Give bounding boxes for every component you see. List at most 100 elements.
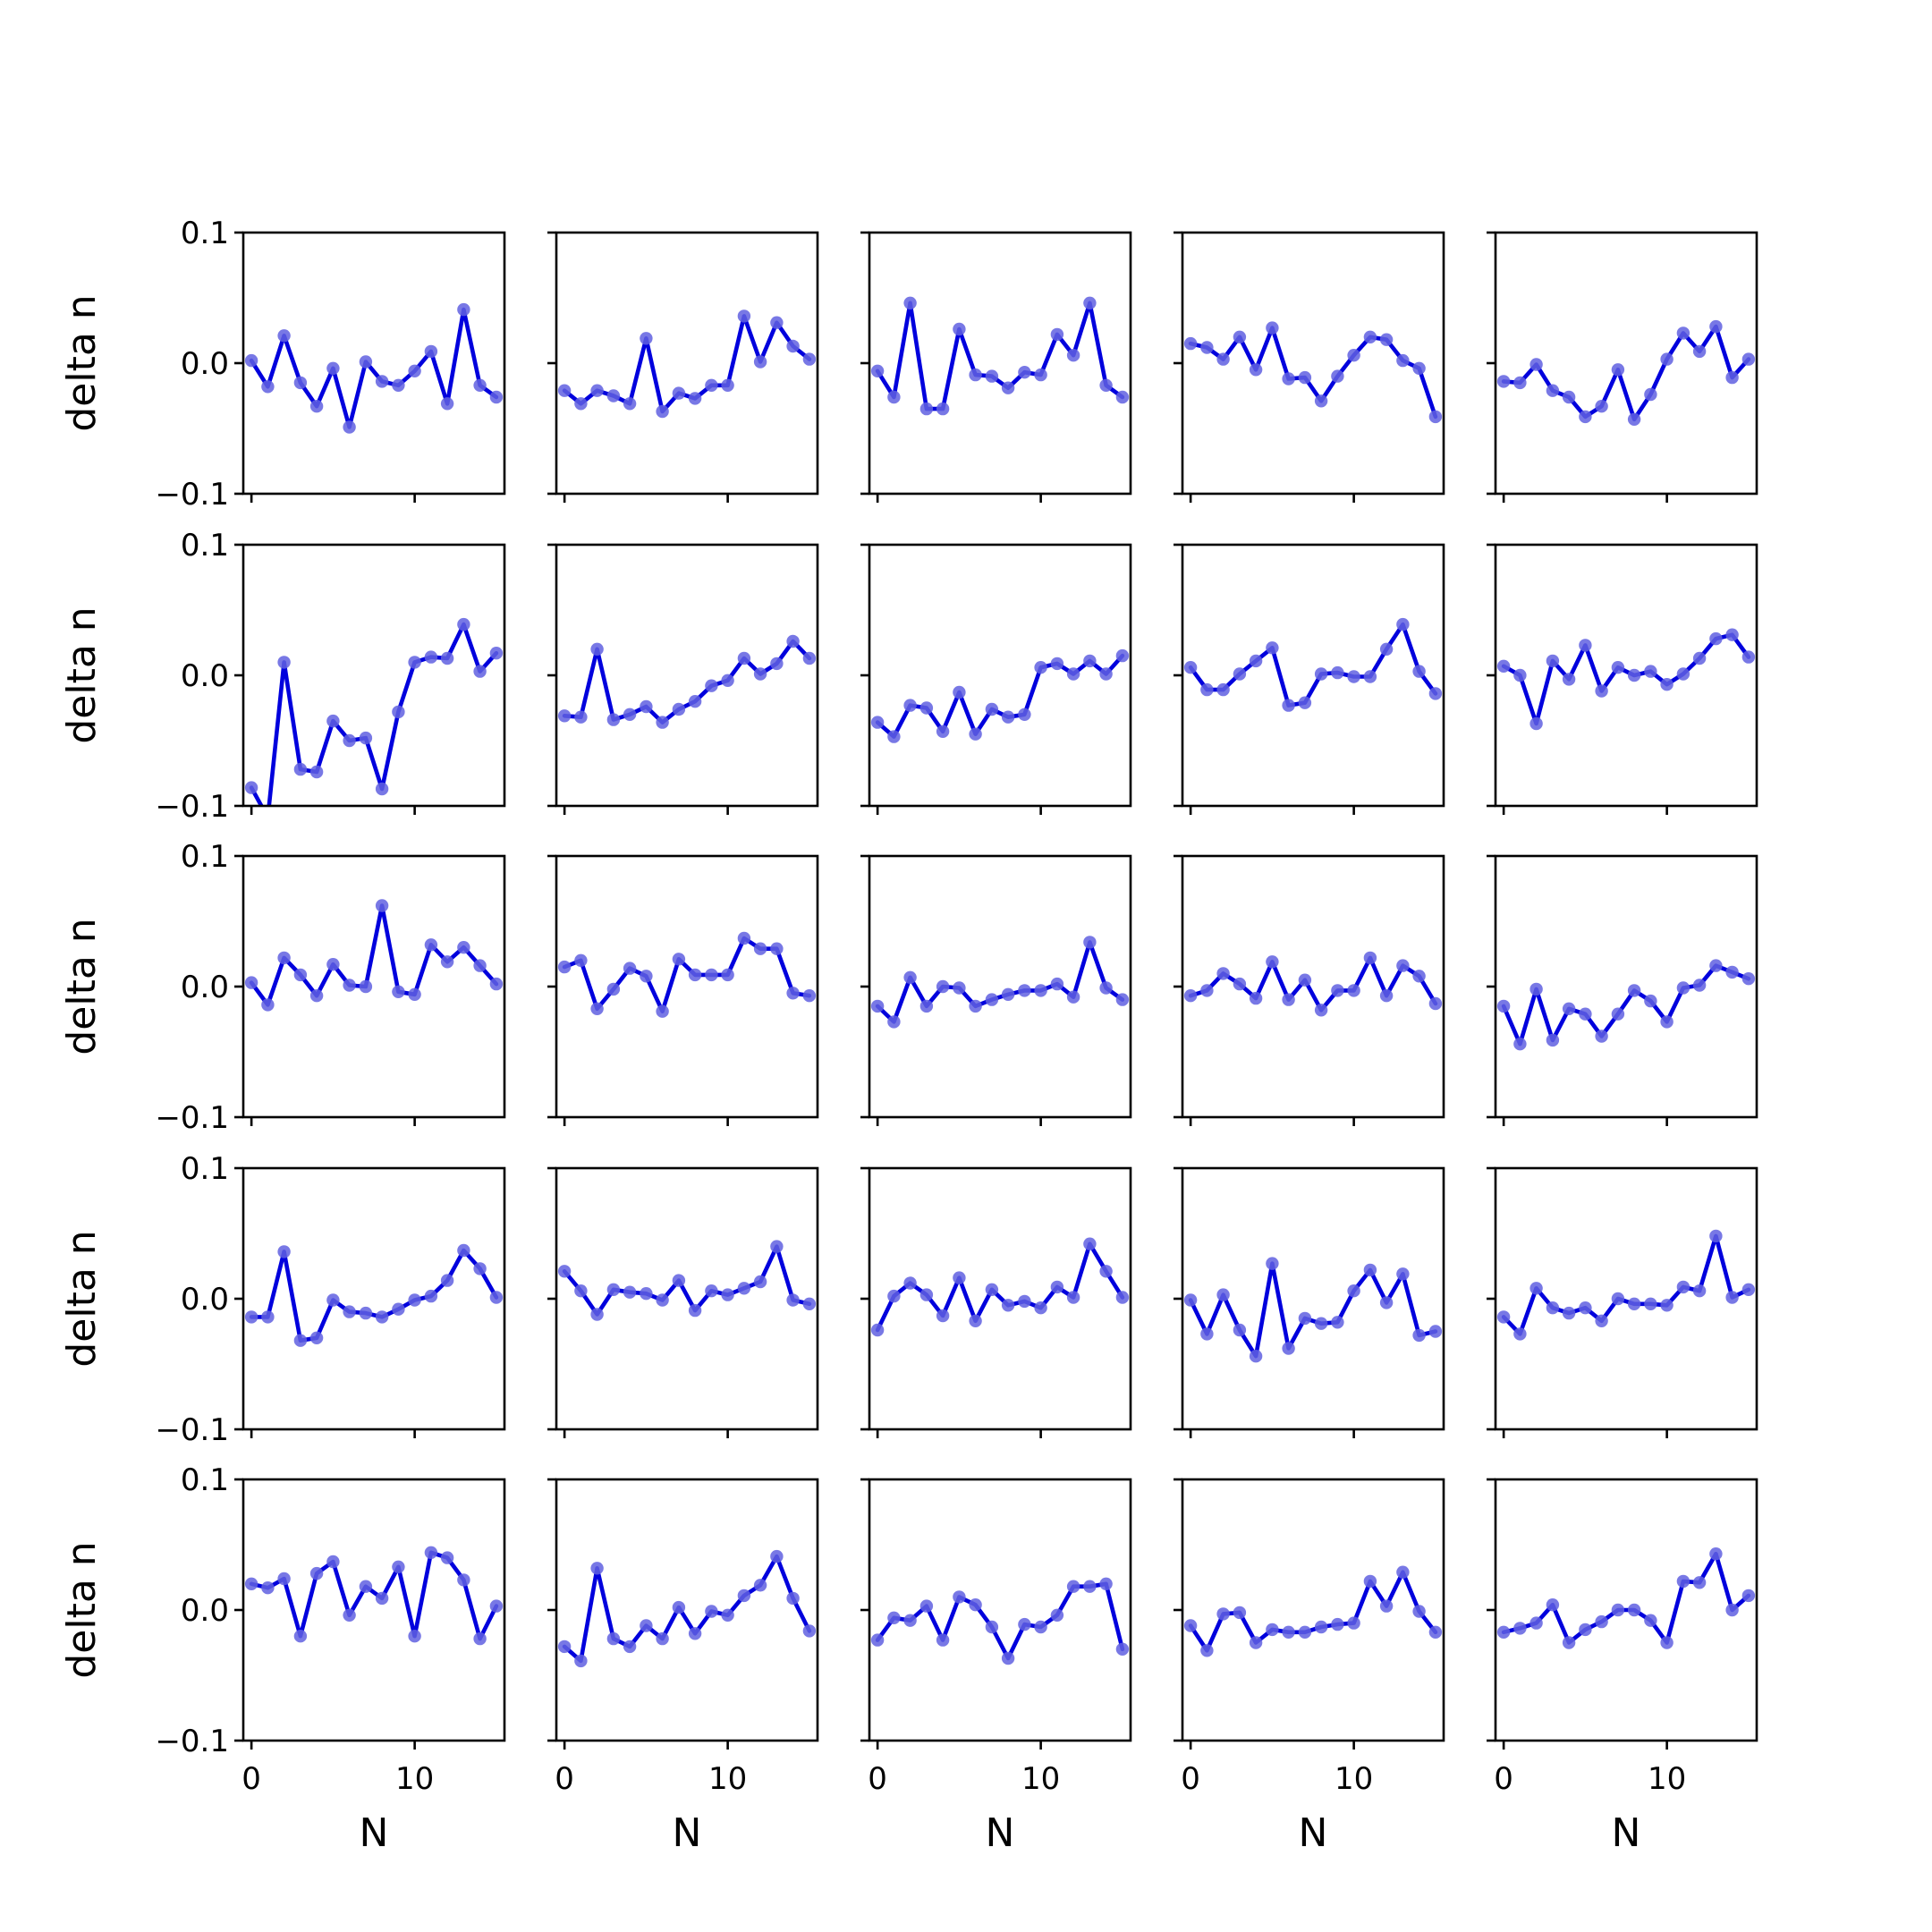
data-point [737,1282,751,1295]
series-group [870,296,1130,416]
subplot-r3-c1 [547,1166,819,1438]
data-point [1216,682,1230,697]
data-point [770,316,784,329]
data-point [721,1608,734,1623]
series-line [249,903,499,1007]
series-group [1496,1547,1756,1649]
data-point [473,378,487,392]
series-group [870,1237,1130,1337]
data-point [489,1291,504,1304]
data-point [1692,979,1707,992]
data-point [1412,361,1426,375]
data-point [870,364,885,377]
data-point [1001,987,1015,1002]
y-tick-label: 0.0 [181,1282,229,1318]
series-group [1183,1257,1443,1363]
data-point [1562,1002,1576,1016]
data-point [1216,352,1230,366]
data-point [1083,1237,1097,1250]
data-point [489,977,504,991]
data-point [1115,648,1130,663]
data-point [424,938,438,952]
series-group [1496,959,1756,1051]
data-point [1066,349,1080,362]
data-point [1066,1291,1080,1304]
data-point [1660,352,1674,366]
data-point [887,390,901,404]
subplot-r1-c3 [1174,543,1445,815]
data-point [1099,667,1113,681]
data-point [1298,370,1312,385]
data-point [375,375,389,388]
data-point [261,1310,275,1324]
data-point [1627,1297,1641,1311]
x-axis-label: N [986,1810,1015,1856]
data-point [424,1546,438,1560]
data-point [1099,378,1113,392]
data-point [392,1302,405,1316]
data-point [802,651,817,665]
data-point [359,979,373,994]
data-point [870,999,885,1013]
data-point [640,970,653,983]
data-point [359,1306,373,1320]
data-point [1314,1317,1328,1330]
data-point [1018,708,1031,721]
data-point [1562,1636,1576,1649]
data-point [1233,330,1247,343]
data-point [1496,659,1511,673]
axes-frame [1181,543,1445,808]
data-point [1428,410,1443,424]
data-point [1249,363,1263,377]
series-line [562,314,812,414]
data-point [277,1572,291,1586]
data-point [786,987,800,1000]
subplot-r0-c4 [1487,231,1758,503]
data-point [672,386,686,400]
data-point [1579,639,1592,652]
data-point [705,1284,718,1298]
subplot-r3-c2 [860,1166,1132,1438]
data-point [623,962,637,975]
data-point [623,397,637,411]
data-point [1546,1598,1560,1612]
series-group [244,1546,504,1646]
series-line [1501,632,1751,726]
data-point [1050,1280,1064,1294]
subplot-r2-c3 [1174,854,1445,1126]
data-point [753,942,767,955]
data-point [1562,390,1576,404]
data-point [375,899,389,912]
data-point [903,699,917,712]
subplot-r2-c4 [1487,854,1758,1126]
y-tick-label: −0.1 [155,789,229,825]
data-point [1611,1603,1625,1617]
series-line [562,1244,812,1317]
data-point [1266,1623,1279,1637]
data-point [870,1323,885,1337]
data-point [261,811,274,824]
y-tick-label: −0.1 [155,1412,229,1448]
data-point [473,1262,487,1275]
data-point [309,400,324,413]
series-group [1183,951,1443,1017]
data-point [688,1303,702,1318]
data-point [1216,1607,1230,1621]
axes-frame [868,1478,1132,1742]
data-point [919,701,934,715]
data-point [1725,370,1739,385]
y-axis-label: delta n [59,294,105,431]
data-point [1709,1547,1723,1561]
axes-frame [868,543,1132,808]
data-point [887,1289,901,1303]
axes-frame [1494,543,1758,808]
data-point [408,656,421,669]
y-axis-label: delta n [59,1230,105,1367]
y-tick-label: 0.0 [181,970,229,1005]
series-group [244,302,504,434]
data-point [408,364,421,377]
series-line [1501,1551,1751,1645]
data-point [770,1240,784,1253]
data-point [870,1633,885,1647]
x-axis-label: N [1612,1810,1641,1856]
